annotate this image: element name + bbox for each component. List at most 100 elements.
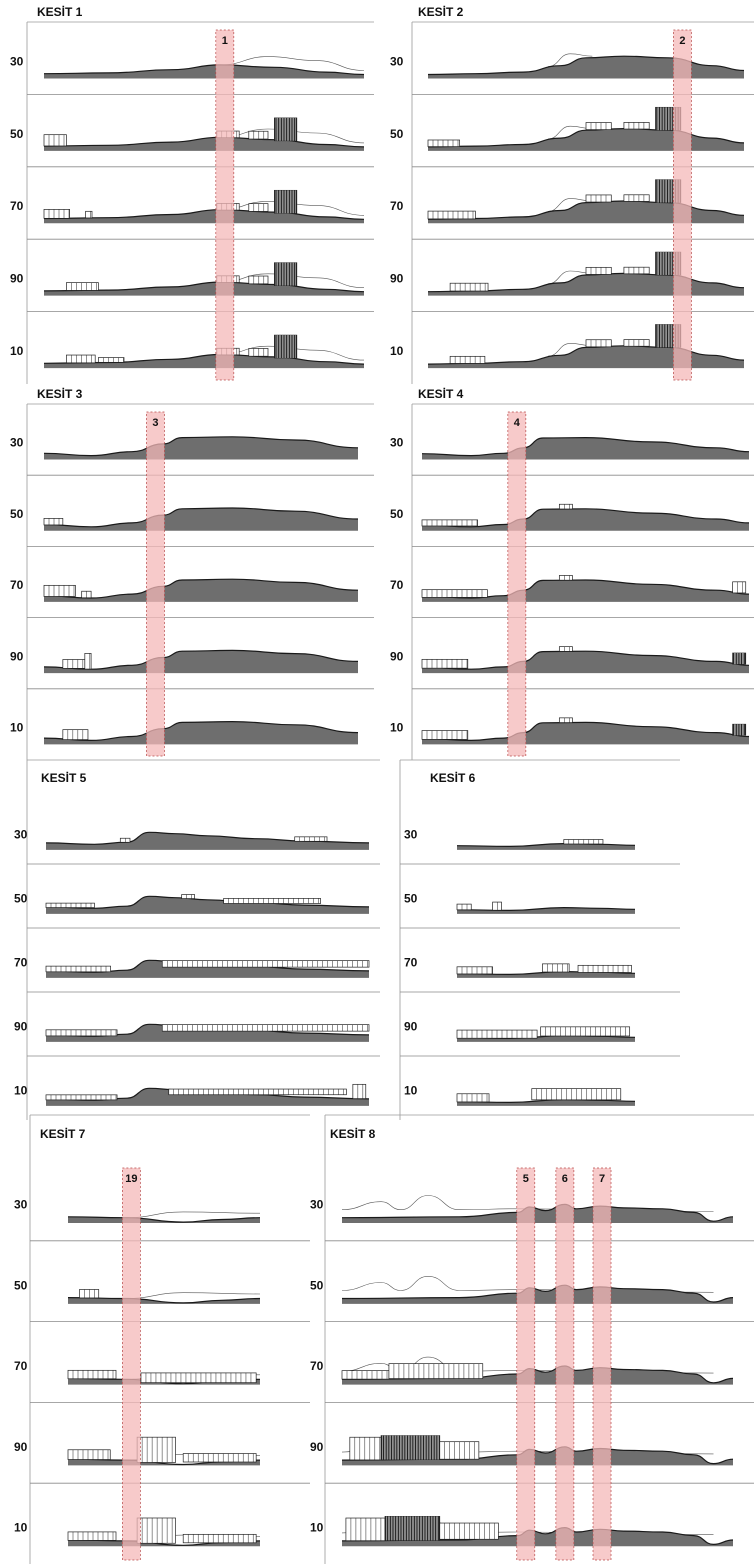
building-block: [45, 965, 111, 973]
building-cluster: [380, 1435, 441, 1460]
row-label: 50: [14, 891, 28, 905]
marker-band: [215, 29, 235, 381]
section-row: 30: [10, 436, 359, 460]
building-block: [563, 839, 604, 845]
building-cluster: [732, 581, 747, 594]
building-cluster: [62, 659, 86, 669]
ghost-terrain-line: [548, 343, 593, 357]
row-label: 30: [14, 827, 28, 841]
building-cluster: [732, 723, 747, 736]
building-cluster: [345, 1517, 386, 1542]
building-cluster: [456, 1029, 538, 1039]
building-block: [449, 282, 489, 292]
building-block: [421, 658, 469, 669]
row-label: 10: [310, 1521, 324, 1535]
row-label: 30: [390, 54, 404, 68]
building-block: [223, 898, 321, 904]
building-block: [98, 357, 125, 363]
building-block: [542, 963, 570, 973]
building-block: [66, 354, 96, 364]
marker-band: [673, 29, 692, 381]
building-cluster: [421, 519, 478, 527]
building-block: [421, 519, 478, 527]
terrain-fill: [457, 907, 635, 914]
terrain-profile-line: [43, 578, 359, 599]
building-block: [558, 503, 573, 510]
building-block: [558, 646, 573, 652]
building-cluster: [492, 901, 502, 911]
row-label: 90: [10, 649, 24, 663]
panel-title: KESİT 3: [37, 386, 83, 401]
building-cluster: [352, 1083, 367, 1099]
kesit-4-panel: KESİT 4 30 50 70 90 10 4: [390, 386, 754, 760]
building-block: [66, 282, 99, 291]
building-block: [456, 1093, 490, 1103]
terrain-fill: [422, 722, 749, 745]
section-row: 30: [310, 1195, 734, 1224]
terrain-fill: [46, 896, 369, 914]
building-block: [732, 581, 747, 594]
row-label: 70: [10, 578, 24, 592]
section-row: 90: [10, 617, 374, 674]
building-block: [585, 122, 612, 130]
row-label: 50: [310, 1278, 324, 1292]
building-cluster: [439, 1522, 499, 1540]
building-cluster: [623, 339, 650, 347]
building-cluster: [558, 717, 573, 723]
building-cluster: [136, 1517, 176, 1544]
building-cluster: [84, 653, 92, 670]
panel-title: KESİT 6: [430, 770, 476, 785]
terrain-profile-line: [427, 345, 745, 365]
section-row: 70: [390, 546, 754, 602]
building-block: [623, 266, 650, 275]
building-cluster: [427, 139, 460, 147]
kesit-6-panel: KESİT 6 30 50 70 90 10: [399, 759, 680, 1120]
building-cluster: [248, 130, 269, 140]
building-cluster: [558, 646, 573, 652]
panel-title: KESİT 2: [418, 4, 464, 19]
building-block: [585, 339, 612, 348]
building-block: [623, 339, 650, 347]
building-cluster: [66, 354, 96, 364]
ghost-terrain-line: [548, 198, 593, 212]
row-label: 50: [10, 507, 24, 521]
terrain-fill: [457, 971, 635, 978]
terrain-fill: [457, 1099, 635, 1106]
terrain-profile-line: [341, 1446, 734, 1465]
building-block: [248, 203, 269, 212]
building-cluster: [119, 837, 131, 843]
row-label: 10: [14, 1083, 28, 1097]
building-block: [248, 130, 269, 140]
section-row: 90: [390, 238, 754, 296]
row-label: 90: [390, 272, 404, 286]
terrain-fill: [44, 650, 358, 674]
section-row: 10: [10, 311, 374, 369]
section-row: 90: [390, 617, 754, 674]
terrain-fill: [44, 436, 358, 460]
building-block: [345, 1517, 386, 1542]
row-label: 70: [310, 1359, 324, 1373]
building-cluster: [563, 839, 604, 845]
building-block: [388, 1363, 484, 1379]
marker-label: 6: [562, 1173, 568, 1185]
panel-title: KESİT 4: [418, 386, 464, 401]
building-cluster: [79, 1289, 100, 1299]
terrain-profile-line: [341, 1365, 734, 1384]
row-label: 30: [10, 436, 24, 450]
building-block: [45, 1029, 118, 1037]
section-marker: 4: [507, 411, 527, 757]
building-block: [45, 902, 95, 908]
row-label: 70: [14, 955, 28, 969]
terrain-profile-line: [67, 1297, 261, 1304]
row-label: 30: [14, 1197, 28, 1211]
section-row: 70: [10, 166, 374, 224]
building-cluster: [182, 1453, 257, 1463]
building-cluster: [421, 589, 488, 598]
section-row: 50: [310, 1240, 754, 1304]
marker-band: [516, 1167, 536, 1561]
kesit-3-panel: KESİT 3 30 50 70 90 10 3: [10, 386, 374, 760]
building-block: [456, 966, 493, 975]
building-cluster: [388, 1363, 484, 1379]
section-row: 50: [14, 1240, 310, 1304]
building-block: [352, 1083, 367, 1099]
